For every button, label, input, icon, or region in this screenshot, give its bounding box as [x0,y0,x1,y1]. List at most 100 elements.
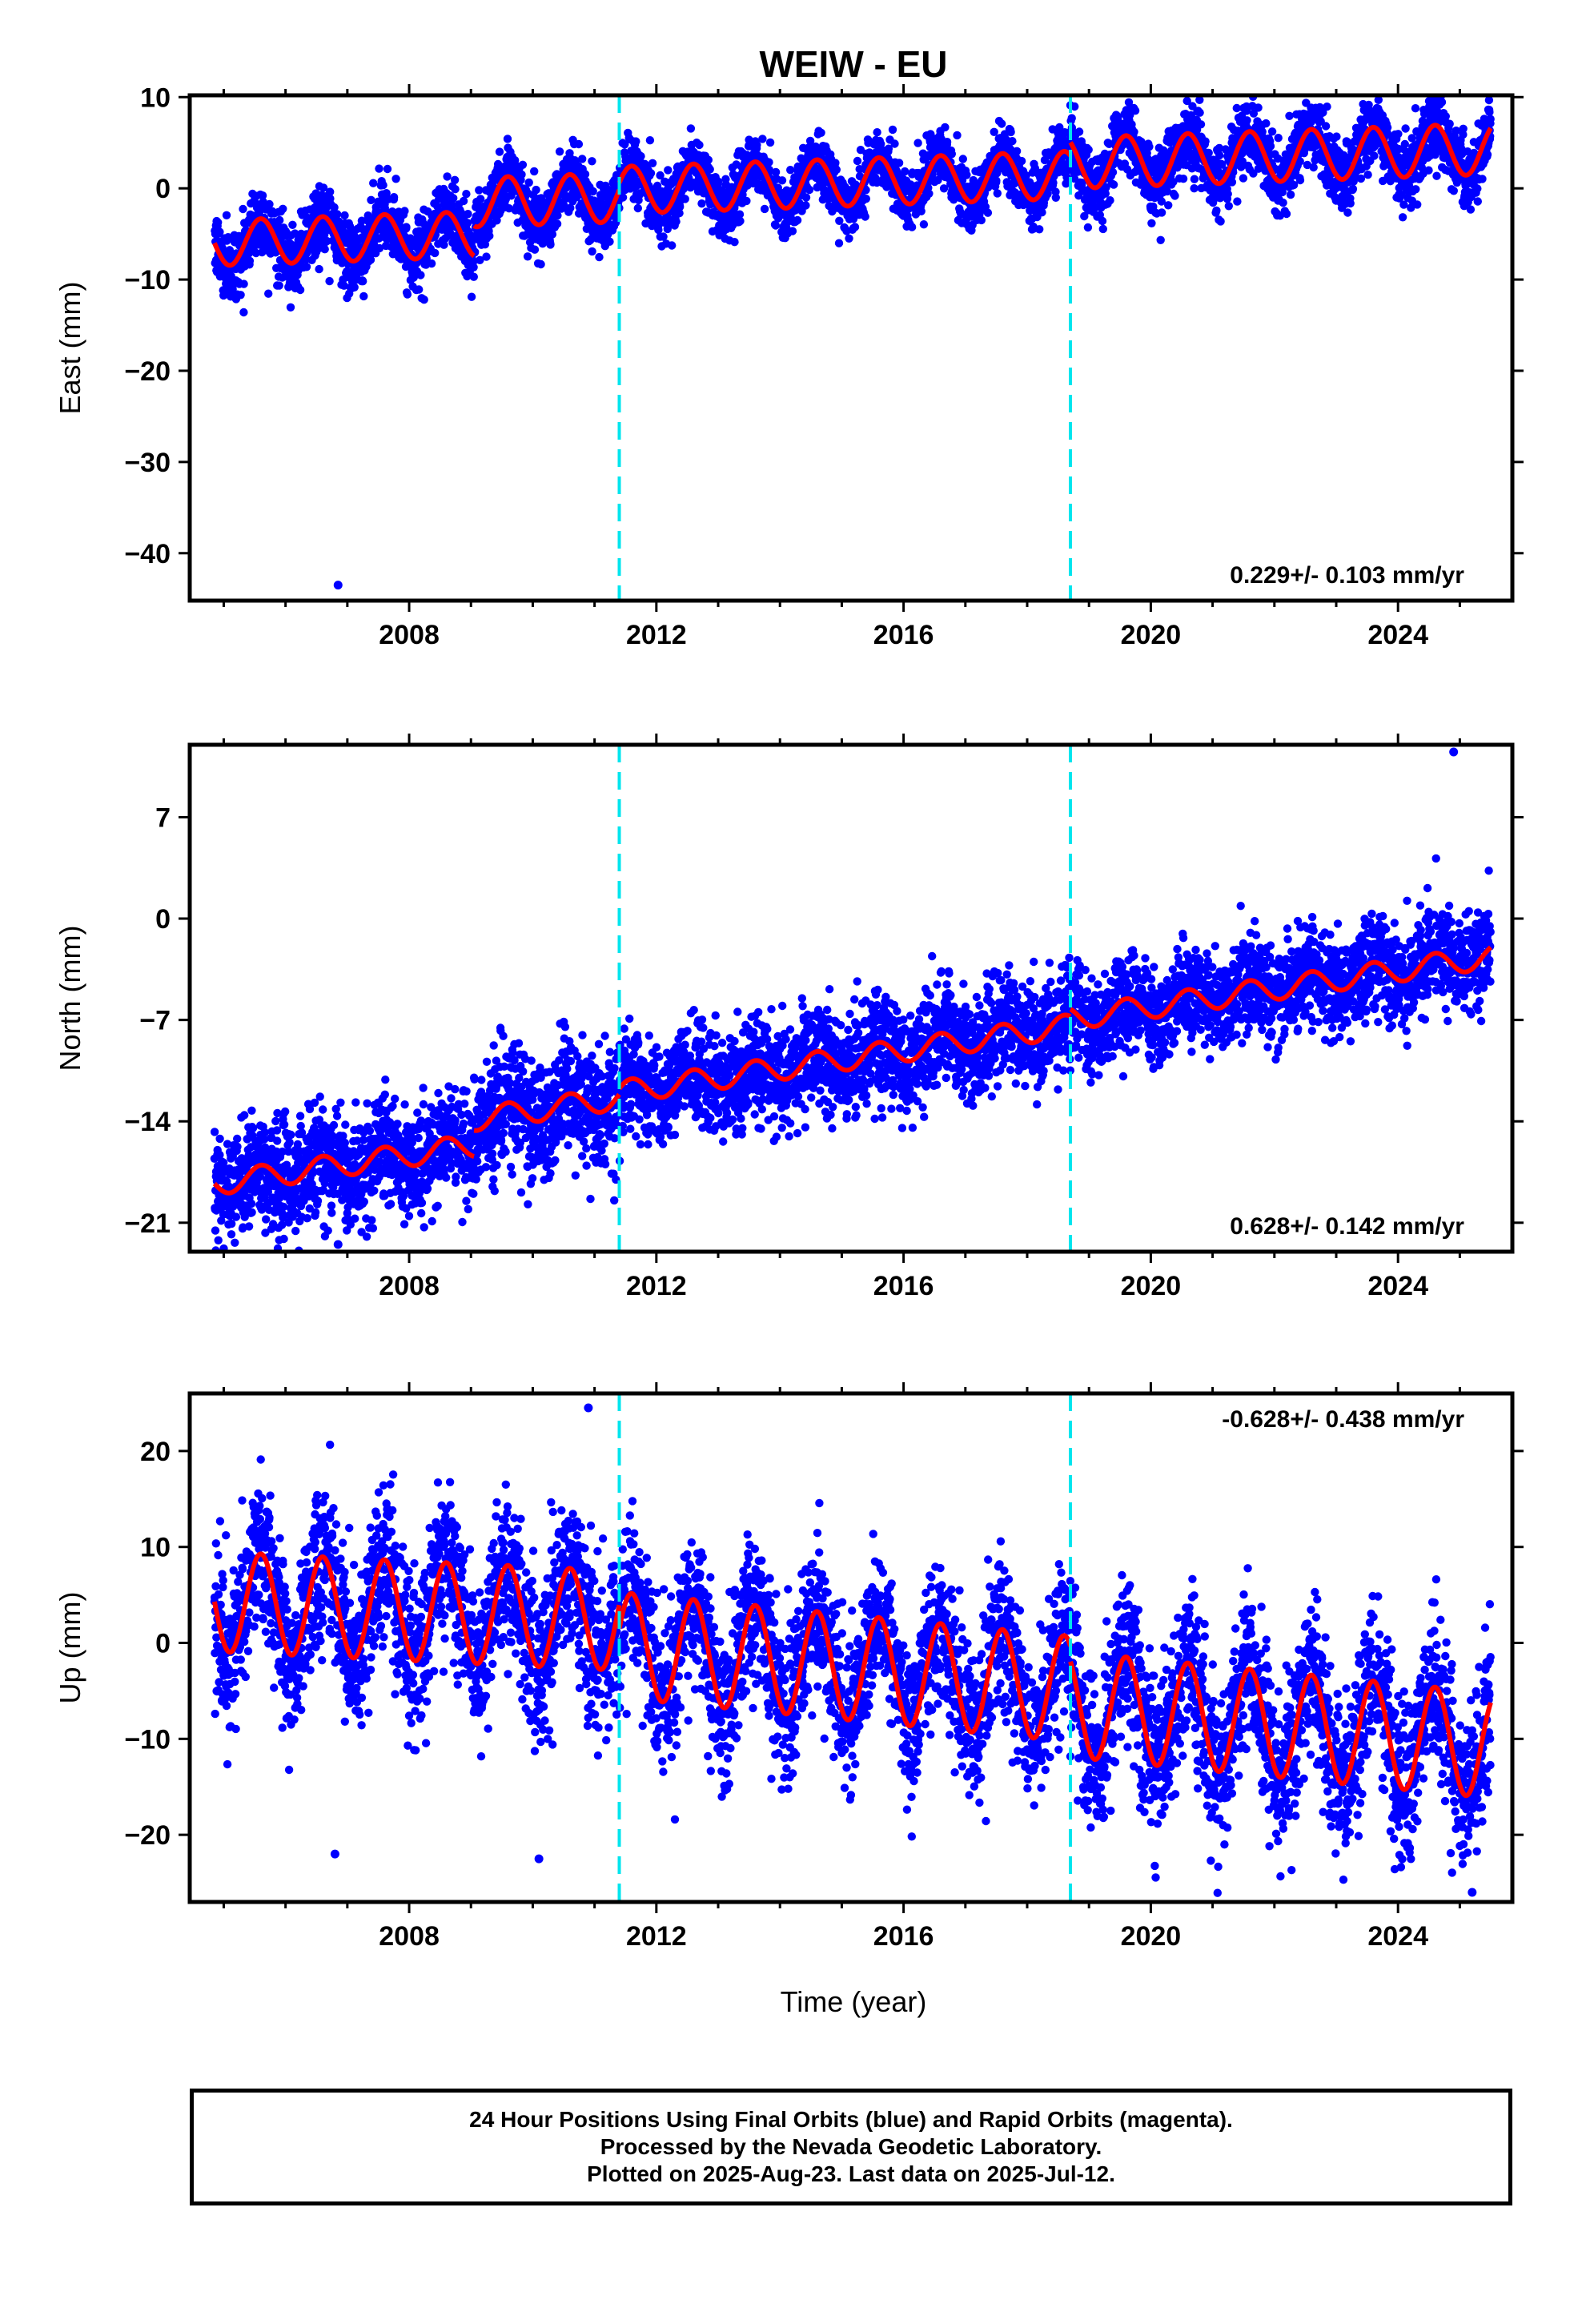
data-point [1215,151,1224,160]
data-point [1201,137,1210,146]
data-point [1157,208,1166,217]
data-point [1282,209,1291,219]
data-point [1262,119,1271,128]
data-point [369,179,378,187]
data-point [993,189,1002,198]
data-point [463,219,472,227]
data-point [1156,235,1165,244]
data-point [495,147,504,156]
data-point [907,223,917,231]
data-point [236,291,245,300]
data-point [611,212,620,221]
data-point [332,210,342,219]
data-point [552,219,562,228]
data-point [469,263,478,271]
data-point [1266,142,1275,151]
data-point [1274,134,1283,143]
data-point [1170,191,1179,200]
data-point [675,209,684,218]
data-point [295,285,305,295]
data-point [518,160,528,169]
data-point [279,204,287,213]
data-point [925,189,934,198]
data-point [222,211,231,219]
data-point [636,151,645,161]
data-point [415,285,424,294]
data-point [1227,178,1237,187]
data-point [831,159,840,167]
data-point [730,238,739,247]
data-point [475,186,484,195]
data-point [913,139,922,147]
data-point [319,183,328,192]
data-point [962,171,971,179]
data-point [459,196,468,206]
data-point [834,239,844,247]
data-point [1254,103,1263,112]
data-point [668,241,677,250]
data-point [1233,197,1242,206]
data-point [1346,199,1355,208]
data-point [363,211,372,220]
data-point [919,220,929,229]
data-point [742,196,751,206]
data-point [1130,127,1138,136]
data-point [633,203,642,213]
data-point [1307,85,1315,93]
data-point [375,243,384,253]
data-point [580,170,590,179]
data-point [1006,127,1015,137]
data-point [681,195,689,203]
data-point [861,212,869,221]
data-point [648,159,657,167]
data-point [1239,174,1248,183]
data-point [443,172,452,181]
data-point [1278,187,1287,197]
data-point [391,175,400,183]
data-point [845,234,853,243]
data-point [214,218,223,227]
data-point [1196,120,1206,129]
data-point [753,140,761,150]
data-point [1279,198,1287,207]
data-point [992,176,1001,185]
data-point [958,155,968,163]
data-point [524,178,533,187]
data-point [1216,217,1225,226]
data-point [375,164,383,173]
data-point [532,185,540,195]
data-point [758,135,767,143]
data-point [1182,84,1190,92]
data-point [578,155,587,163]
data-point [686,124,696,133]
data-point [302,263,311,271]
data-point [773,183,782,192]
data-point [215,227,224,236]
data-point [469,272,478,281]
data-point [977,215,986,225]
data-point [765,138,775,147]
data-point [888,125,897,135]
data-point [917,207,926,215]
data-point [1343,208,1352,217]
data-point [713,177,723,186]
data-point [760,204,769,214]
data-point [771,221,781,230]
data-point [450,175,460,184]
data-point [546,240,555,249]
data-point [416,271,425,279]
data-points [211,84,1495,590]
data-point [656,171,665,180]
data-point [890,139,899,148]
data-point [850,223,860,231]
data-point [605,237,614,246]
data-point [1267,127,1277,136]
data-point [1309,163,1318,172]
data-point [788,227,797,235]
data-point [462,190,471,199]
data-point [771,167,781,177]
data-point [245,256,255,265]
data-point [1323,103,1331,111]
data-point [403,290,412,299]
data-point [595,252,604,262]
